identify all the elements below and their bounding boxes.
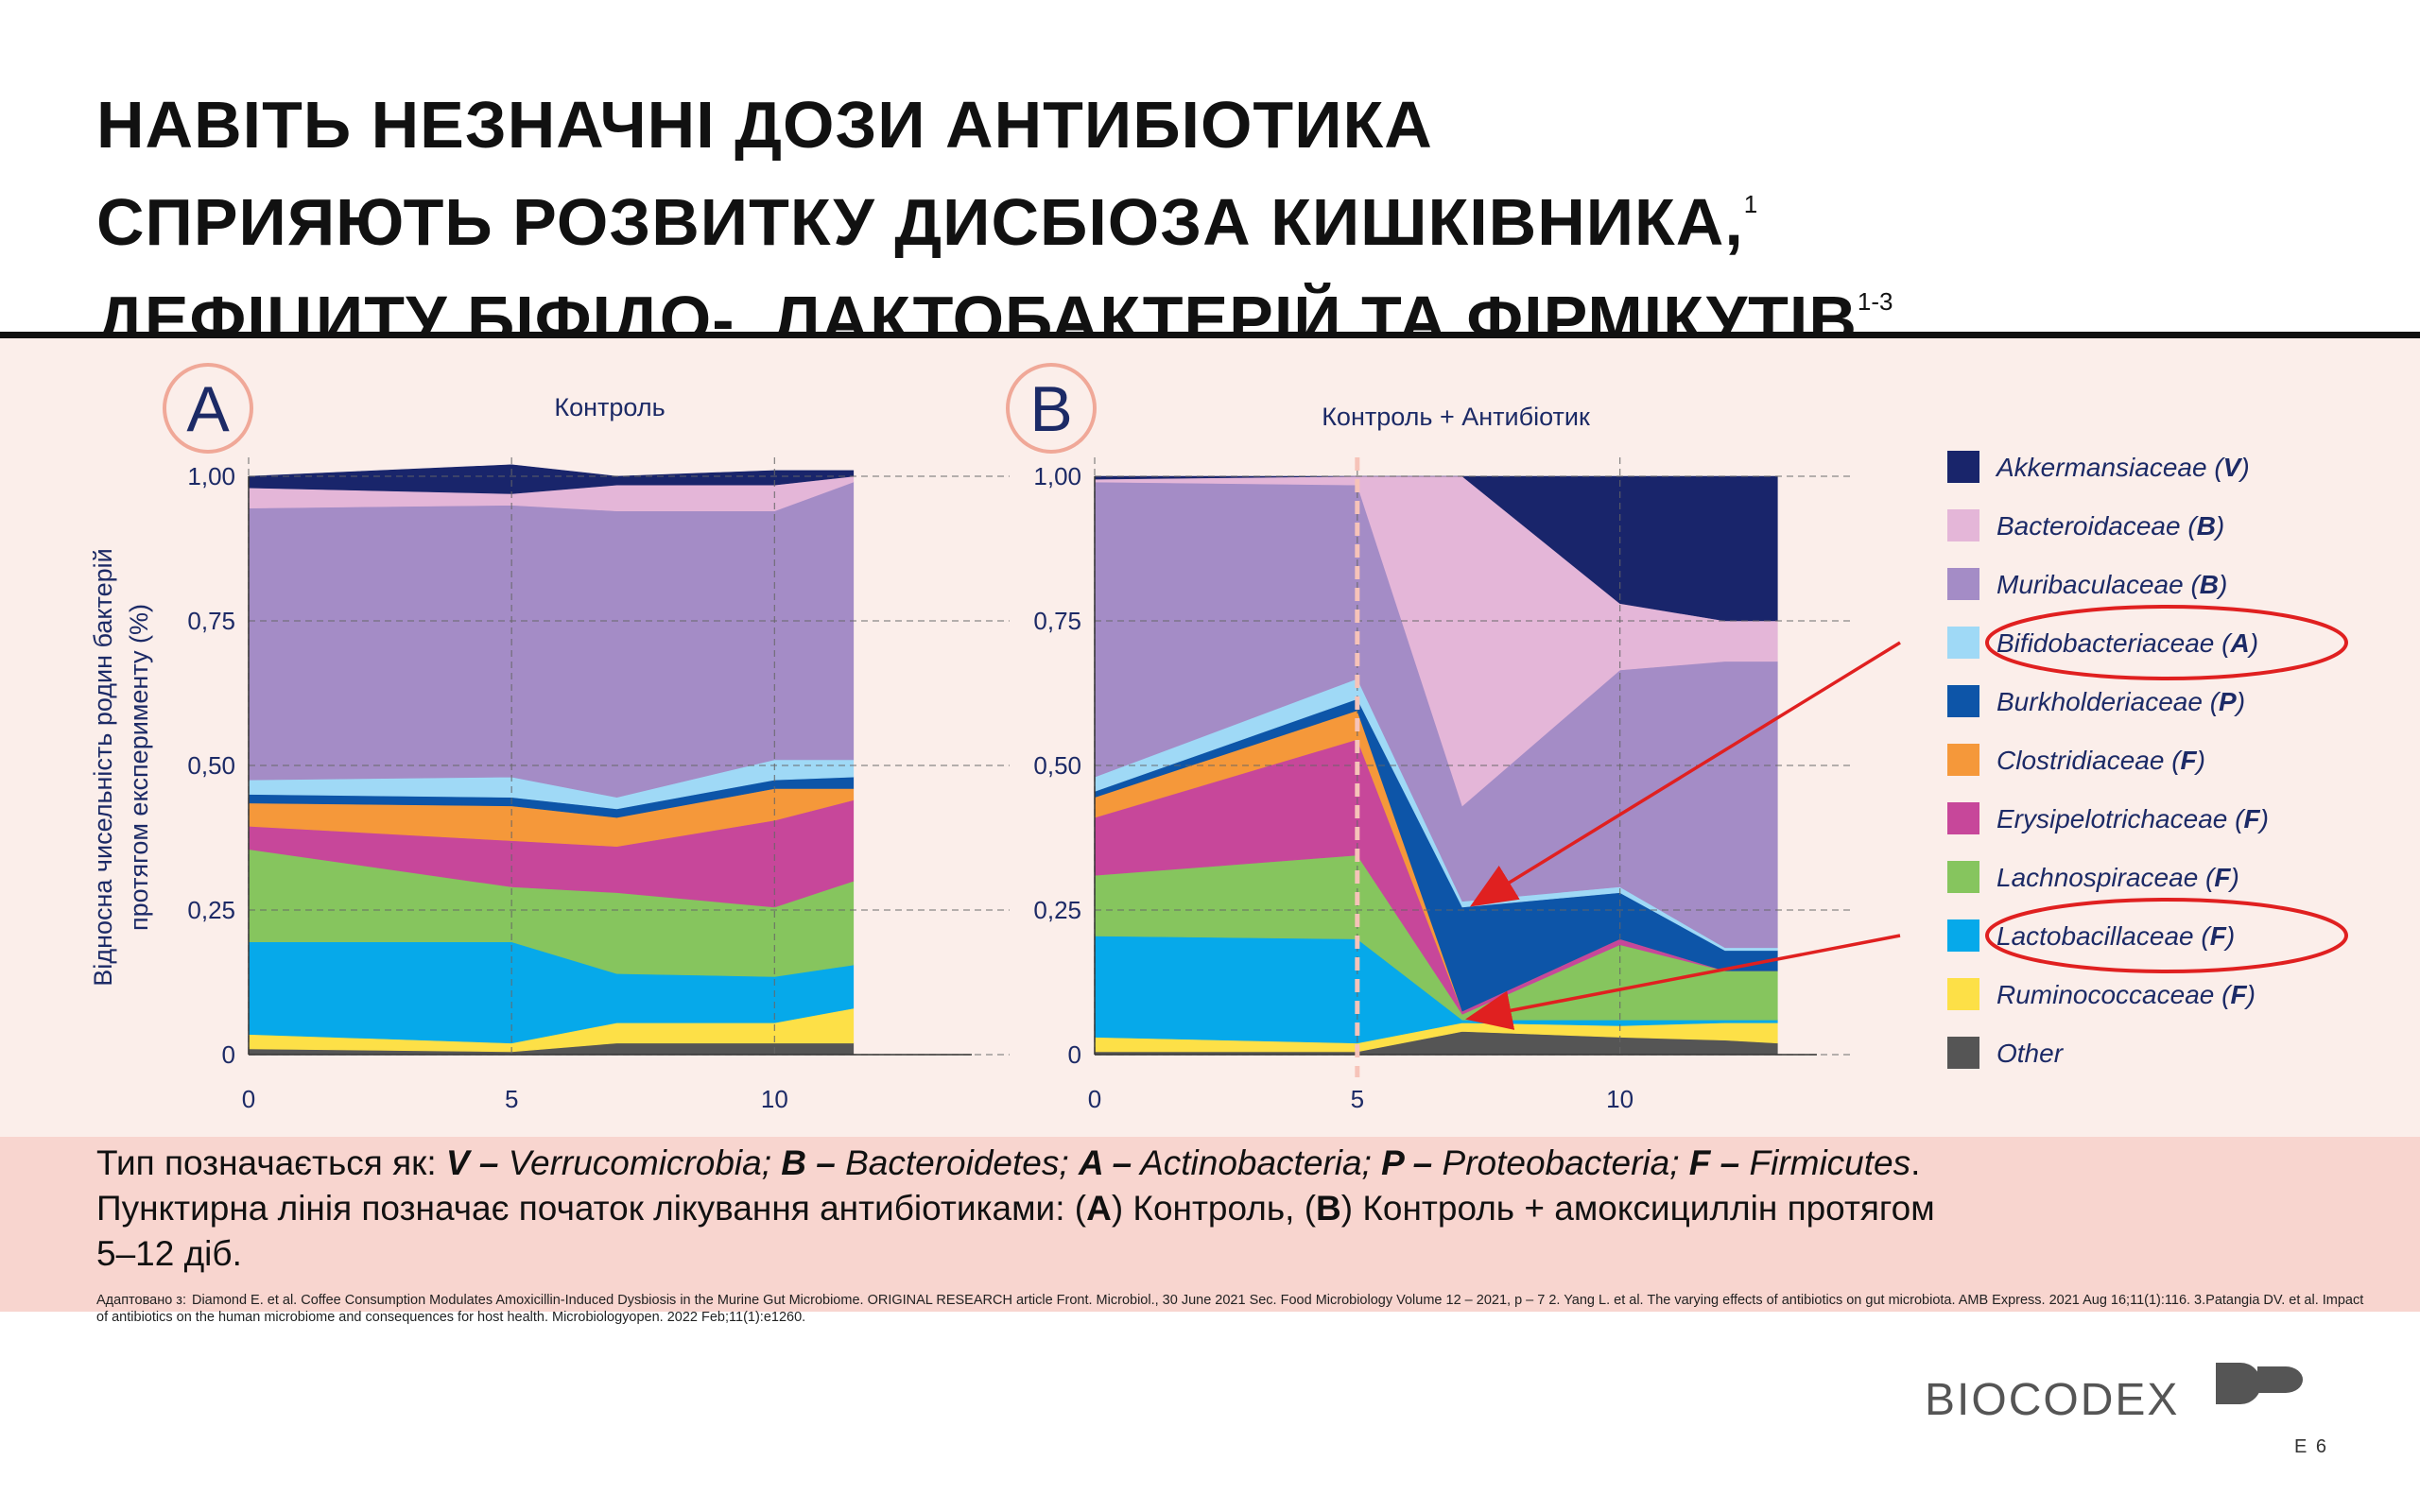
legend-swatch-akkermansiaceae: [1947, 451, 1979, 483]
legend-swatch-lactobacillaceae: [1947, 919, 1979, 952]
legend-label-clostridiaceae: Clostridiaceae (F): [1996, 746, 2205, 775]
brand-logo-mark: [2216, 1363, 2303, 1404]
references-text: Diamond E. et al. Coffee Consumption Mod…: [96, 1293, 2364, 1325]
references-label: Адаптовано з:: [96, 1293, 186, 1308]
legend-label-bacteroidaceae: Bacteroidaceae (B): [1996, 511, 2224, 541]
panel-b-ytick-label: 1,00: [1033, 462, 1081, 490]
panel-a-ytick-label: 0,25: [187, 896, 235, 924]
legend-label-akkermansiaceae: Akkermansiaceae (V): [1995, 453, 2250, 482]
chart-figure: A Контроль 0 0,25 0,50 0,75 1,00 0 5 10 B Контроль …: [89, 363, 2348, 1113]
legend-swatch-burkholderiaceae: [1947, 685, 1979, 717]
legend-swatch-ruminococcaceae: [1947, 978, 1979, 1010]
panel-b-ytick-label: 0: [1068, 1040, 1081, 1069]
title-line-1: НАВІТЬ НЕЗНАЧНІ ДОЗИ АНТИБІОТИКА: [96, 88, 1433, 162]
legend-label-lachnospiraceae: Lachnospiraceae (F): [1996, 863, 2239, 892]
legend-swatch-other: [1947, 1037, 1979, 1069]
legend-swatch-muribaculaceae: [1947, 568, 1979, 600]
panel-a-xtick-label: 10: [761, 1085, 788, 1113]
references: Адаптовано з: Diamond E. et al. Coffee Co…: [96, 1292, 2365, 1326]
panel-a-ytick-label: 1,00: [187, 462, 235, 490]
panel-a-ytick-label: 0: [222, 1040, 235, 1069]
panel-b-xtick-label: 5: [1351, 1085, 1364, 1113]
legend-label-ruminococcaceae: Ruminococcaceae (F): [1996, 980, 2256, 1009]
highlight-bifidobacteriaceae: [1985, 605, 2348, 680]
footnote-1: 1: [1743, 190, 1758, 218]
panel-b-ytick-label: 0,25: [1033, 896, 1081, 924]
legend-label-bifidobacteriaceae: Bifidobacteriaceae (A): [1996, 628, 2258, 658]
caption: Тип позначається як: V – Verrucomicrobia…: [96, 1141, 2384, 1277]
panel-a-label-circle: [163, 363, 253, 454]
legend-label-muribaculaceae: Muribaculaceae (B): [1996, 570, 2227, 599]
legend-swatch-erysipelotrichaceae: [1947, 802, 1979, 834]
legend-swatch-bacteroidaceae: [1947, 509, 1979, 541]
panel-b-xtick-label: 10: [1606, 1085, 1634, 1113]
legend-label-other: Other: [1996, 1039, 2065, 1068]
caption-line-2: Пунктирна лінія позначає початок лікуван…: [96, 1189, 1935, 1228]
panel-b-label: B: [1029, 373, 1072, 445]
legend-swatch-bifidobacteriaceae: [1947, 627, 1979, 659]
legend-label-lactobacillaceae: Lactobacillaceae (F): [1996, 921, 2235, 951]
y-axis-label-line-2: протягом експерименту (%): [125, 604, 153, 931]
panel-a-label: A: [186, 373, 230, 445]
panel-a-area-muribaculaceae: [248, 481, 855, 799]
panel-a-xtick-label: 0: [242, 1085, 255, 1113]
arrow-lactobacillaceae: [1465, 934, 1901, 1030]
panel-a-ytick-label: 0,50: [187, 751, 235, 780]
legend-swatch-lachnospiraceae: [1947, 861, 1979, 893]
panel-b-title: Контроль + Антибіотик: [1322, 403, 1590, 431]
arrow-bifidobacteriaceae: [1469, 641, 1901, 907]
panel-a-title: Контроль: [554, 393, 665, 421]
brand-logo-text: BIOCODEX: [1925, 1375, 2180, 1425]
title-divider: [0, 332, 2420, 338]
legend-label-burkholderiaceae: Burkholderiaceae (P): [1996, 687, 2245, 716]
legend-swatch-clostridiaceae: [1947, 744, 1979, 776]
page-number: E 6: [2294, 1436, 2329, 1457]
panel-b-ytick-label: 0,50: [1033, 751, 1081, 780]
highlight-lactobacillaceae: [1985, 898, 2348, 973]
panel-a-ytick-label: 0,75: [187, 607, 235, 635]
footnote-1-3: 1-3: [1857, 287, 1893, 316]
y-axis-label-line-1: Відносна чисельність родин бактерій: [89, 548, 117, 986]
caption-band: [0, 1137, 2420, 1312]
title-line-2: СПРИЯЮТЬ РОЗВИТКУ ДИСБІОЗА КИШКІВНИКА,1: [96, 185, 1758, 259]
panel-b-ytick-label: 0,75: [1033, 607, 1081, 635]
caption-line-3: 5–12 діб.: [96, 1234, 242, 1273]
panel-b-label-circle: [1006, 363, 1097, 454]
panel-a-xtick-label: 5: [505, 1085, 518, 1113]
legend-label-erysipelotrichaceae: Erysipelotrichaceae (F): [1996, 804, 2269, 833]
panel-b-xtick-label: 0: [1088, 1085, 1101, 1113]
caption-line-1: Тип позначається як: V – Verrucomicrobia…: [96, 1143, 1921, 1182]
